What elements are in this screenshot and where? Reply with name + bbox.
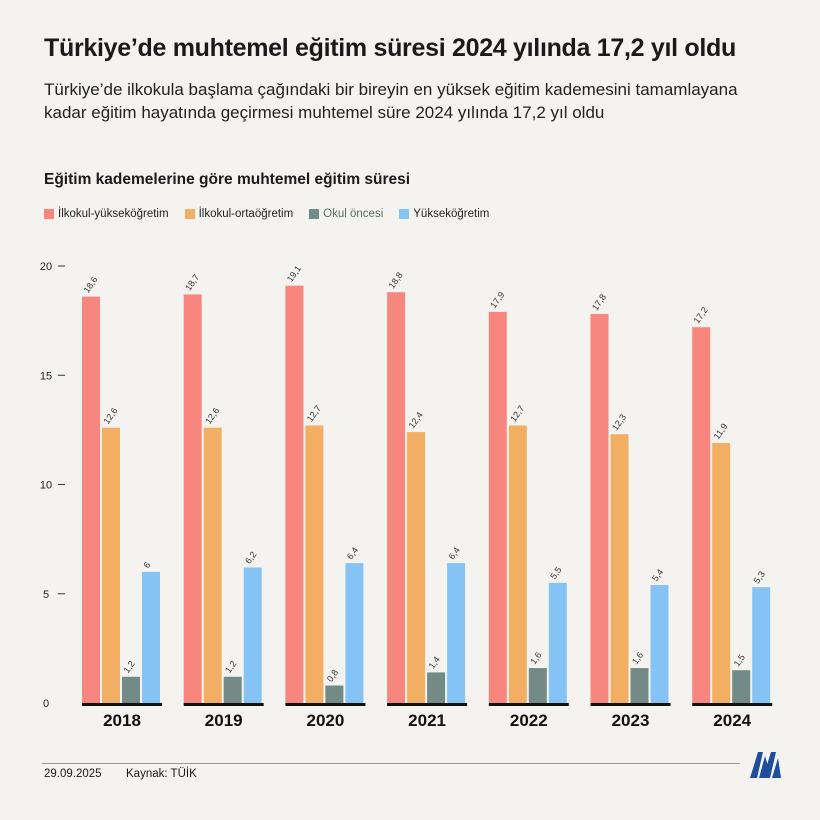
bar [447, 563, 466, 703]
y-tick-label: 15 [40, 370, 52, 382]
legend-label: İlkokul-yükseköğretim [58, 208, 169, 220]
y-tick-label: 10 [40, 480, 52, 492]
x-axis-baseline [82, 703, 162, 706]
page-subtitle: Türkiye’de ilkokula başlama çağındaki bi… [44, 80, 738, 122]
x-tick-label: 2021 [408, 711, 446, 730]
bar [630, 668, 649, 703]
bar [692, 327, 711, 703]
data-label: 5,3 [752, 569, 767, 585]
bar [203, 427, 222, 703]
bar [102, 427, 120, 703]
y-tick-label: 20 [40, 261, 52, 273]
bar [223, 676, 242, 703]
bar [285, 285, 304, 703]
data-label: 11,9 [712, 422, 730, 442]
data-label: 6,2 [243, 550, 258, 566]
data-label: 1,4 [427, 655, 442, 671]
data-label: 12,6 [203, 406, 221, 426]
legend: İlkokul-yükseköğretim İlkokul-ortaöğretim… [44, 208, 489, 220]
x-tick-label: 2019 [205, 711, 243, 730]
data-label: 17,2 [692, 305, 710, 325]
bar [427, 672, 446, 703]
bar [407, 432, 426, 703]
bar [488, 311, 507, 703]
chart-title: Eğitim kademelerine göre muhtemel eğitim… [44, 171, 411, 188]
legend-item: İlkokul-ortaöğretim [184, 208, 294, 220]
data-label: 5,4 [650, 567, 665, 583]
data-label: 12,7 [508, 404, 526, 424]
x-axis-baseline [285, 703, 366, 706]
bar [590, 314, 609, 703]
data-label: 18,7 [183, 272, 201, 292]
bar [325, 685, 344, 703]
bar [345, 563, 364, 703]
bar [610, 434, 629, 703]
data-label: 1,2 [223, 659, 238, 675]
x-tick-label: 2023 [612, 711, 650, 730]
bar [712, 442, 731, 703]
data-label: 18,8 [387, 270, 405, 290]
bar [508, 425, 527, 703]
legend-swatch [184, 209, 195, 219]
y-tick-label: 0 [43, 698, 49, 710]
legend-label: Yükseköğretim [413, 208, 490, 220]
date: 29.09.2025 [44, 768, 102, 780]
page-title: Türkiye’de muhtemel eğitim süresi 2024 y… [44, 34, 736, 62]
bar [183, 294, 202, 703]
data-label: 12,3 [610, 412, 628, 432]
data-label: 1,5 [732, 652, 747, 668]
x-tick-label: 2020 [306, 711, 344, 730]
data-label: 1,2 [121, 659, 136, 675]
bar [142, 571, 160, 703]
aa-logo-icon [750, 752, 781, 778]
x-axis-baseline [488, 703, 569, 706]
data-label: 1,6 [528, 650, 543, 666]
bar [243, 567, 262, 703]
data-label: 6,4 [447, 545, 462, 561]
data-label: 12,7 [305, 404, 323, 424]
x-axis-baseline [692, 703, 773, 706]
data-label: 1,6 [630, 650, 645, 666]
x-tick-label: 2022 [510, 711, 548, 730]
legend-item: Okul öncesi [309, 208, 383, 220]
data-label: 12,4 [407, 410, 425, 430]
data-label: 6 [141, 560, 152, 570]
bar [122, 676, 140, 703]
x-axis-baseline [183, 703, 264, 706]
data-label: 0,8 [325, 668, 340, 684]
footer-divider [42, 763, 740, 764]
bar [528, 668, 547, 703]
legend-item: İlkokul-yükseköğretim [44, 208, 169, 220]
data-label: 18,6 [81, 275, 99, 295]
source: Kaynak: TÜİK [126, 768, 197, 780]
legend-swatch [44, 209, 54, 219]
data-label: 12,6 [101, 406, 119, 426]
data-label: 5,5 [548, 565, 563, 581]
bar [732, 670, 751, 703]
x-tick-label: 2018 [103, 711, 141, 730]
data-label: 19,1 [285, 264, 303, 284]
legend-swatch [309, 209, 320, 219]
x-tick-label: 2024 [713, 711, 751, 730]
bar [752, 587, 771, 703]
x-axis-baseline [590, 703, 671, 706]
data-label: 17,8 [590, 292, 608, 312]
y-tick-label: 5 [43, 589, 49, 601]
bar [548, 582, 567, 703]
legend-item: Yükseköğretim [399, 208, 489, 220]
legend-swatch [399, 209, 410, 219]
bar [305, 425, 324, 703]
legend-label: İlkokul-ortaöğretim [198, 208, 294, 220]
x-axis-baseline [387, 703, 468, 706]
bar-chart: 0 5 10 15 20 18,6 12,6 1,2 6 2018 18,7 12,6 1,2 6,2 20… [40, 261, 773, 730]
data-label: 6,4 [345, 545, 360, 561]
bar [82, 296, 100, 703]
bar [650, 585, 669, 703]
data-label: 17,9 [488, 290, 506, 310]
legend-label: Okul öncesi [323, 208, 384, 220]
bar [387, 292, 406, 703]
